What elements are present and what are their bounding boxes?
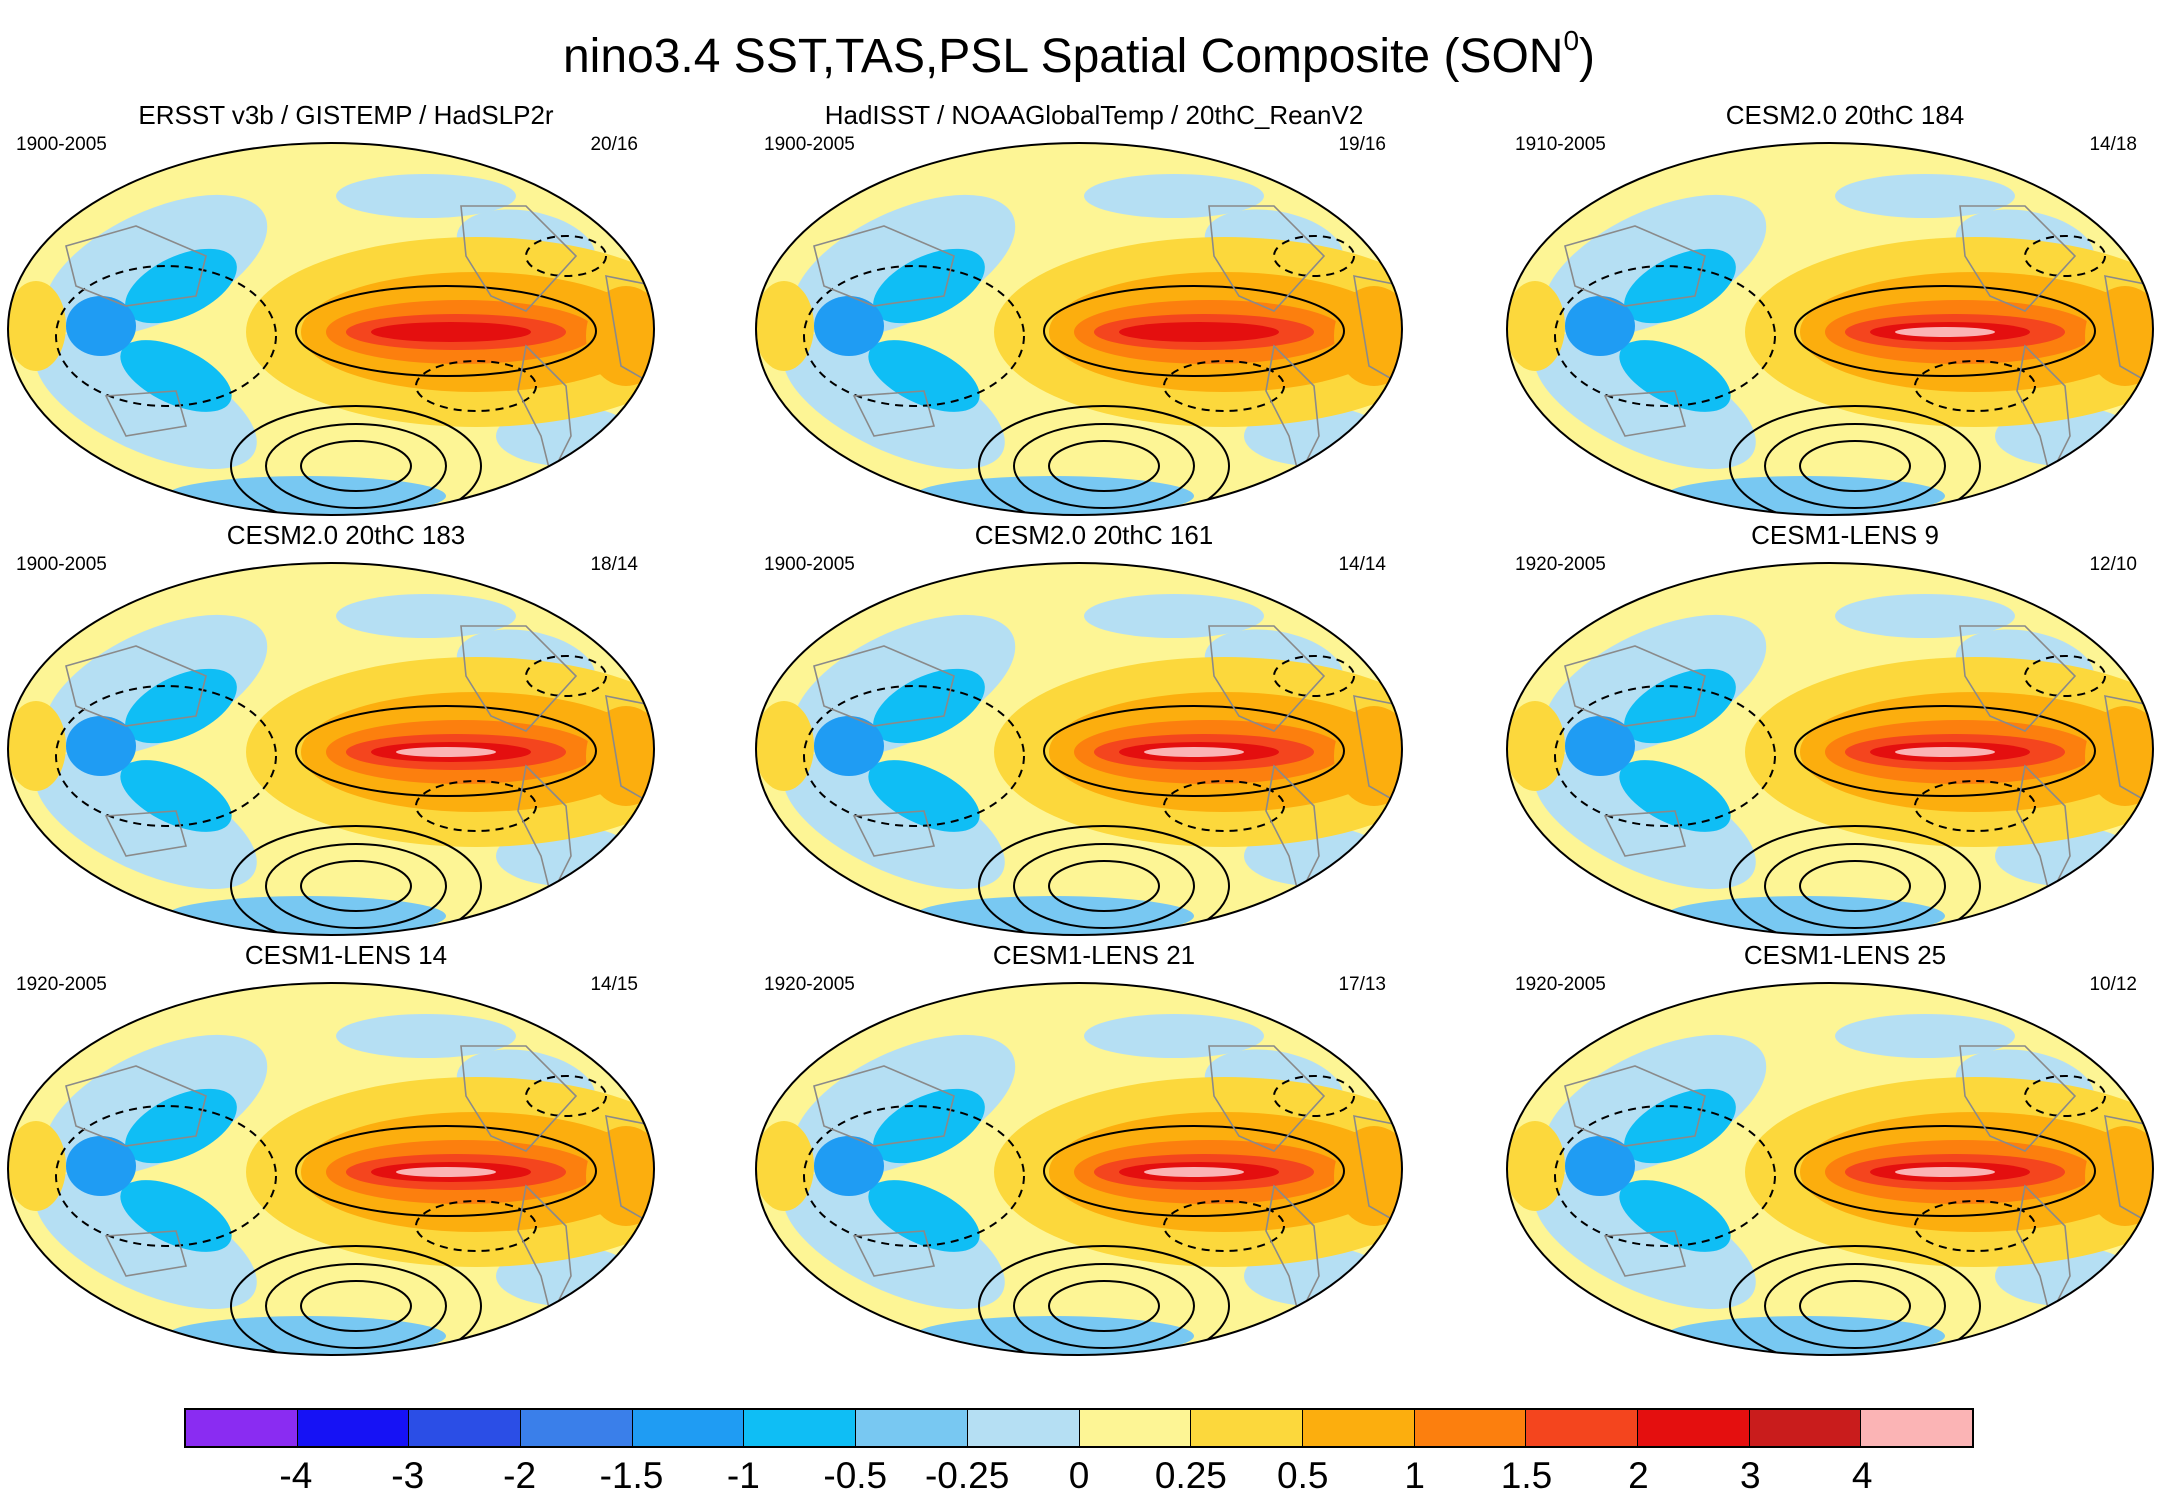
map-field bbox=[1507, 983, 2153, 1355]
panel-title: CESM1-LENS 14 bbox=[244, 940, 448, 970]
colorbar-label: 0.25 bbox=[1154, 1455, 1227, 1496]
panel-years: 1900-2005 bbox=[16, 554, 107, 575]
panel-years: 1920-2005 bbox=[1515, 554, 1606, 575]
panel-count: 20/16 bbox=[590, 134, 638, 155]
map-svg bbox=[1506, 142, 2154, 516]
panel-title: CESM1-LENS 25 bbox=[1743, 940, 1947, 970]
map-svg bbox=[7, 142, 655, 516]
map-svg bbox=[7, 562, 655, 936]
colorbar-label: -0.5 bbox=[823, 1455, 888, 1496]
colorbar-box bbox=[1414, 1410, 1527, 1446]
map-frame bbox=[1506, 562, 2154, 936]
colorbar-label: -2 bbox=[503, 1455, 537, 1496]
panel-count: 17/13 bbox=[1338, 974, 1386, 995]
colorbar-box bbox=[1302, 1410, 1415, 1446]
panel-count: 14/14 bbox=[1338, 554, 1386, 575]
colorbar-box bbox=[856, 1410, 968, 1446]
map-frame bbox=[755, 142, 1403, 516]
map-svg bbox=[1506, 982, 2154, 1356]
panel-years: 1920-2005 bbox=[1515, 974, 1606, 995]
panel-years: 1920-2005 bbox=[764, 974, 855, 995]
map-panel: CESM2.0 20thC 161 1900-2005 14/14 bbox=[754, 520, 1434, 940]
colorbar-box bbox=[1079, 1410, 1192, 1446]
panel-count: 19/16 bbox=[1338, 134, 1386, 155]
map-panel: HadISST / NOAAGlobalTemp / 20thC_ReanV2 1… bbox=[754, 100, 1434, 520]
colorbar-box bbox=[744, 1410, 857, 1446]
panel-years: 1910-2005 bbox=[1515, 134, 1606, 155]
panel-years: 1900-2005 bbox=[16, 134, 107, 155]
map-svg bbox=[1506, 562, 2154, 936]
panel-title: ERSST v3b / GISTEMP / HadSLP2r bbox=[138, 100, 554, 130]
panel-count: 14/15 bbox=[590, 974, 638, 995]
map-field bbox=[1507, 563, 2153, 935]
map-svg bbox=[755, 142, 1403, 516]
colorbar-label: 1.5 bbox=[1500, 1455, 1553, 1496]
map-field bbox=[756, 143, 1402, 515]
map-field bbox=[756, 563, 1402, 935]
colorbar-label: -0.25 bbox=[924, 1455, 1010, 1496]
panel-years: 1900-2005 bbox=[764, 554, 855, 575]
panel-title: CESM1-LENS 21 bbox=[992, 940, 1196, 970]
colorbar-box bbox=[1861, 1410, 1972, 1446]
panel-title: CESM2.0 20thC 183 bbox=[226, 520, 466, 550]
map-svg bbox=[755, 562, 1403, 936]
colorbar-box bbox=[1191, 1410, 1303, 1446]
map-frame bbox=[755, 982, 1403, 1356]
map-field bbox=[8, 563, 654, 935]
colorbar-label: 1 bbox=[1404, 1455, 1425, 1496]
colorbar-label: 2 bbox=[1628, 1455, 1649, 1496]
map-frame bbox=[755, 562, 1403, 936]
colorbar-box bbox=[1526, 1410, 1638, 1446]
map-panel: CESM1-LENS 25 1920-2005 10/12 bbox=[1505, 940, 2158, 1360]
panel-title: CESM2.0 20thC 184 bbox=[1725, 100, 1965, 130]
colorbar-box bbox=[1749, 1410, 1862, 1446]
map-field bbox=[8, 143, 654, 515]
panel-title: CESM1-LENS 9 bbox=[1751, 520, 1939, 550]
map-panel: CESM2.0 20thC 183 1900-2005 18/14 bbox=[6, 520, 686, 940]
map-frame bbox=[7, 562, 655, 936]
panel-years: 1900-2005 bbox=[764, 134, 855, 155]
colorbar-label: -1 bbox=[726, 1455, 760, 1496]
panel-count: 18/14 bbox=[590, 554, 638, 575]
colorbar-box bbox=[967, 1410, 1080, 1446]
colorbar-box bbox=[521, 1410, 633, 1446]
colorbar bbox=[184, 1408, 1974, 1448]
colorbar-label: 0 bbox=[1068, 1455, 1090, 1496]
map-panel: CESM2.0 20thC 184 1910-2005 14/18 bbox=[1505, 100, 2158, 520]
figure-title: nino3.4 SST,TAS,PSL Spatial Composite (S… bbox=[562, 25, 1595, 83]
map-panel: CESM1-LENS 21 1920-2005 17/13 bbox=[754, 940, 1434, 1360]
map-field bbox=[8, 983, 654, 1355]
colorbar-label: -4 bbox=[279, 1455, 313, 1496]
map-panel: ERSST v3b / GISTEMP / HadSLP2r 1900-2005 2… bbox=[6, 100, 686, 520]
map-field bbox=[1507, 143, 2153, 515]
colorbar-box bbox=[186, 1410, 298, 1446]
colorbar-label: -1.5 bbox=[599, 1455, 664, 1496]
figure-title-superscript: 0 bbox=[1563, 25, 1580, 56]
map-panel: CESM1-LENS 9 1920-2005 12/10 bbox=[1505, 520, 2158, 940]
colorbar-box bbox=[632, 1410, 745, 1446]
map-frame bbox=[7, 982, 655, 1356]
colorbar-box bbox=[297, 1410, 410, 1446]
map-svg bbox=[755, 982, 1403, 1356]
map-panel: CESM1-LENS 14 1920-2005 14/15 bbox=[6, 940, 686, 1360]
map-frame bbox=[7, 142, 655, 516]
panel-count: 10/12 bbox=[2089, 974, 2137, 995]
map-field bbox=[756, 983, 1402, 1355]
map-svg bbox=[7, 982, 655, 1356]
map-frame bbox=[1506, 982, 2154, 1356]
colorbar-label: 4 bbox=[1851, 1455, 1873, 1496]
map-frame bbox=[1506, 142, 2154, 516]
panel-title: HadISST / NOAAGlobalTemp / 20thC_ReanV2 bbox=[824, 100, 1364, 130]
panel-count: 12/10 bbox=[2089, 554, 2137, 575]
colorbar-box bbox=[1637, 1410, 1750, 1446]
colorbar-label: 3 bbox=[1739, 1455, 1761, 1496]
colorbar-label: 0.5 bbox=[1277, 1455, 1329, 1496]
panel-title: CESM2.0 20thC 161 bbox=[974, 520, 1214, 550]
colorbar-box bbox=[409, 1410, 522, 1446]
panel-years: 1920-2005 bbox=[16, 974, 107, 995]
colorbar-label: -3 bbox=[391, 1455, 425, 1496]
panel-count: 14/18 bbox=[2089, 134, 2137, 155]
